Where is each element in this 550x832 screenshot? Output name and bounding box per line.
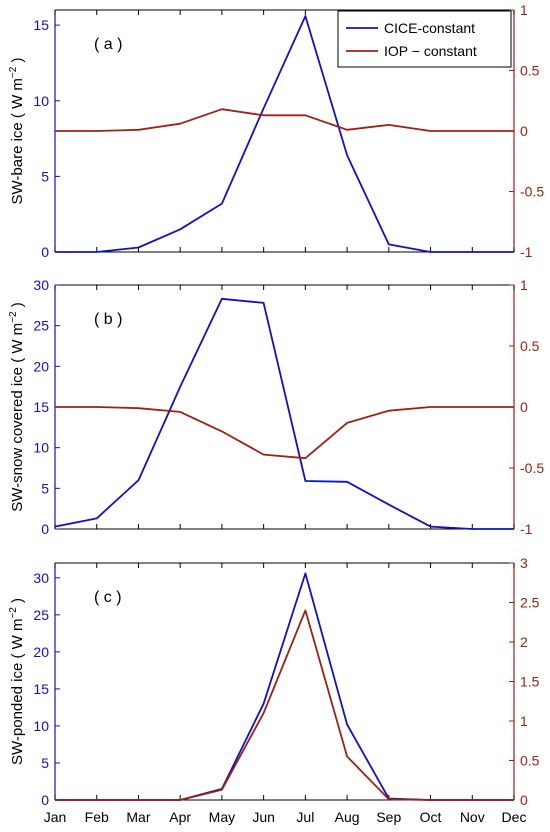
x-tick-label: May [209,809,235,825]
left-y-tick-label: 5 [41,168,49,184]
x-tick-label: Apr [169,809,191,825]
x-tick-label: Jan [44,809,67,825]
y-axis-label: SW-bare ice ( W m−2 ) [8,58,26,205]
left-y-tick-label: 0 [41,244,49,260]
right-y-tick-label: -1 [520,521,533,537]
left-y-tick-label: 10 [33,718,49,734]
legend-label-iop: IOP − constant [384,43,477,59]
left-y-tick-label: 30 [33,277,49,293]
y-axis-label: SW-snow covered ice ( W m−2 ) [8,302,26,512]
panel-a: 0 5 10 15 -1 -0.5 0 0.5 1 SW-bare ice ( W m−2 ) ( … [8,2,544,260]
right-y-tick-label: -1 [520,244,533,260]
right-y-tick-label: -0.5 [520,184,544,200]
iop-constant-line [55,108,514,132]
x-tick-label: Mar [126,809,150,825]
x-tick-label: Oct [420,809,442,825]
left-y-tick-label: 25 [33,607,49,623]
right-y-tick-label: 1.5 [520,674,540,690]
x-tick-label: Dec [502,809,527,825]
left-y-tick-label: 15 [33,17,49,33]
x-tick-label: Feb [85,809,109,825]
left-y-tick-label: 0 [41,792,49,808]
legend-label-cice: CICE-constant [384,20,475,36]
left-y-tick-label: 20 [33,358,49,374]
right-y-tick-label: 0.5 [520,753,540,769]
x-tick-label: Nov [460,809,485,825]
left-y-tick-label: 10 [33,93,49,109]
x-tick-label: Sep [376,809,401,825]
panel-b: 0 5 10 15 20 25 30 -1 -0.5 0 0.5 1 SW-snow covered i… [8,277,544,537]
left-y-tick-label: 15 [33,399,49,415]
right-y-tick-label: 0.5 [520,63,540,79]
right-y-tick-label: 0.5 [520,338,540,354]
iop-constant-line [55,406,514,460]
x-tick-label: Jul [296,809,314,825]
right-y-tick-label: 1 [520,713,528,729]
left-y-tick-label: 5 [41,755,49,771]
x-tick-label: Jun [252,809,275,825]
left-y-tick-label: 10 [33,440,49,456]
legend-box [337,10,512,68]
right-y-tick-label: 0 [520,123,528,139]
left-y-tick-label: 25 [33,318,49,334]
right-y-tick-label: 0 [520,792,528,808]
right-y-tick-label: 3 [520,555,528,571]
x-tick-label: Aug [335,809,360,825]
left-y-tick-label: 5 [41,480,49,496]
panel-label: ( c ) [94,589,122,606]
panel-c: Jan Feb Mar Apr May Jun Jul Aug Sep Oct Nov Dec0510… [8,555,540,825]
right-y-tick-label: 1 [520,2,528,18]
left-y-tick-label: 20 [33,644,49,660]
right-y-tick-label: 2 [520,634,528,650]
cice-constant-line [55,15,514,253]
panel-label: ( a ) [94,36,122,53]
left-y-tick-label: 30 [33,570,49,586]
right-y-tick-label: 2.5 [520,595,540,611]
panel-label: ( b ) [94,311,122,328]
left-y-tick-label: 15 [33,681,49,697]
cice-constant-line [54,297,514,530]
right-y-tick-label: -0.5 [520,460,544,476]
cice-constant-line [55,572,514,801]
right-y-tick-label: 1 [520,277,528,293]
left-y-tick-label: 0 [41,521,49,537]
iop-constant-line [55,609,514,801]
y-axis-label: SW-ponded ice ( W m−2 ) [8,598,26,765]
right-y-tick-label: 0 [520,399,528,415]
